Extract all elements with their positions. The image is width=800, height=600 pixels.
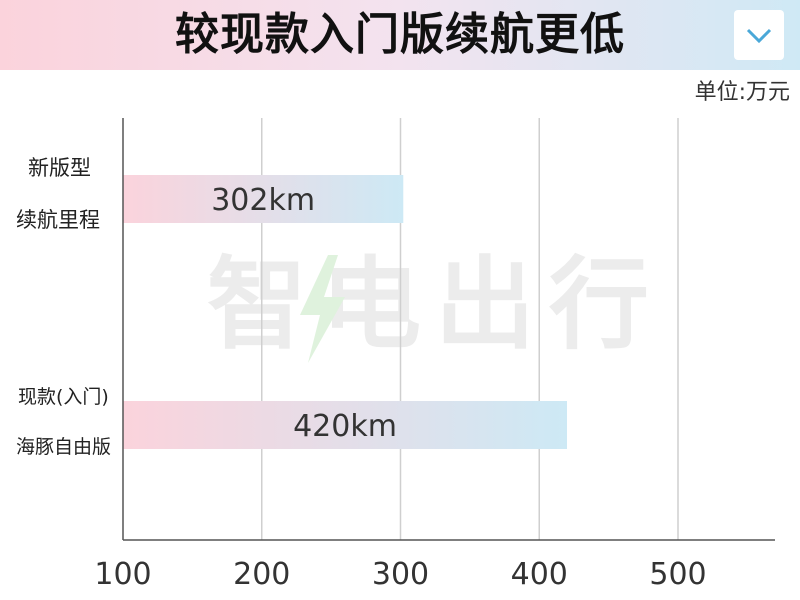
chevron-down-icon [746, 28, 772, 44]
page-title: 较现款入门版续航更低 [175, 9, 625, 60]
header-banner [0, 0, 800, 70]
watermark: 智电出行 [200, 245, 670, 365]
x-tick-label: 100 [94, 557, 151, 592]
category-label-new-line2: 续航里程 [16, 208, 100, 232]
collapse-button[interactable] [734, 10, 784, 60]
unit-label: 单位:万元 [694, 80, 790, 105]
data-label: 302km [211, 183, 315, 218]
x-tick-label: 300 [372, 557, 429, 592]
x-tick-label: 400 [511, 557, 568, 592]
category-label-current-line2: 海豚自由版 [16, 436, 112, 458]
category-label-current-line1: 现款(入门) [18, 386, 109, 408]
category-label-new-line1: 新版型 [28, 156, 91, 180]
bar [123, 175, 404, 223]
bar [123, 401, 567, 449]
watermark-text: 智电出行 [207, 246, 663, 363]
x-tick-label: 200 [233, 557, 290, 592]
x-tick-label: 500 [649, 557, 706, 592]
data-label: 420km [293, 409, 397, 444]
axes: 100 200 300 400 500 [94, 118, 775, 592]
lightning-icon [300, 255, 345, 363]
bars: 302km 420km [123, 175, 567, 449]
